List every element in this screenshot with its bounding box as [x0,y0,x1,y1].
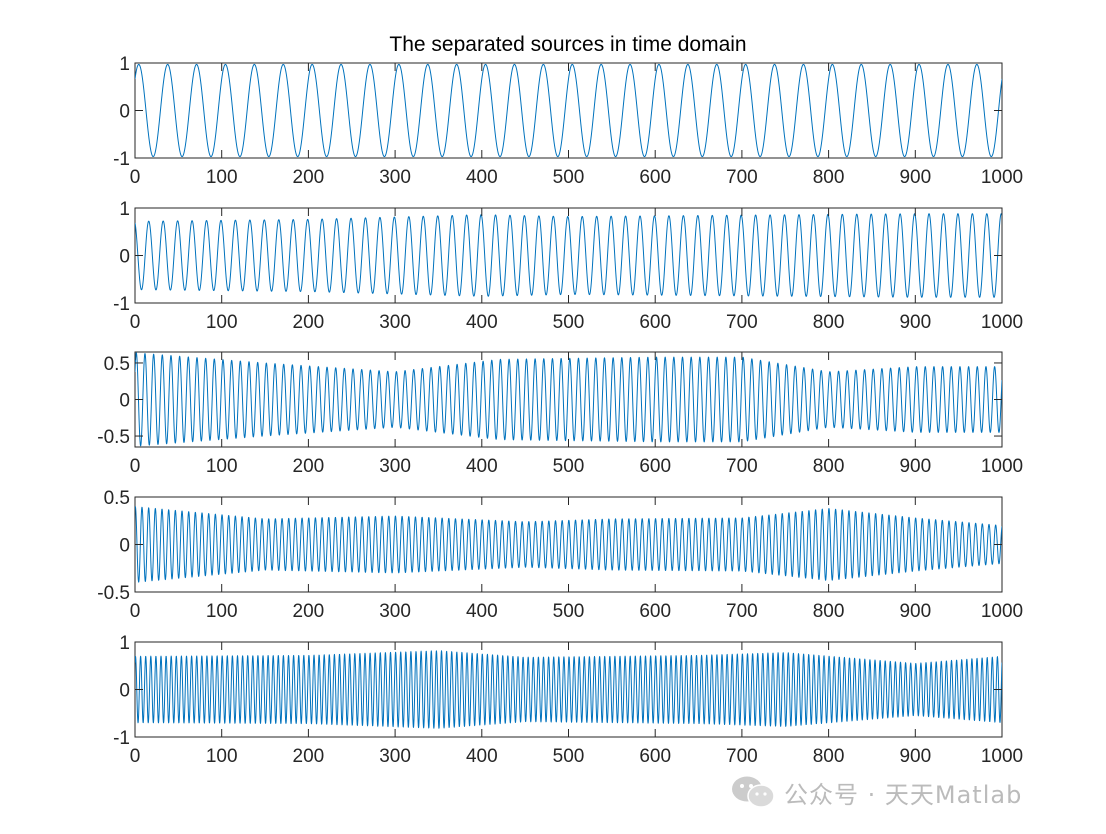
x-tick-label: 900 [899,601,931,622]
y-tick-label: 0 [119,102,130,123]
y-tick-label: -1 [113,149,130,170]
y-tick-label: 0.5 [104,354,130,375]
x-tick-label: 700 [726,167,758,188]
y-tick-label: -0.5 [97,583,130,604]
axes-box [134,496,1003,593]
x-tick-label: 600 [639,456,671,477]
wechat-icon [732,776,775,808]
x-tick-label: 300 [379,601,411,622]
x-tick-label: 300 [379,456,411,477]
x-tick-label: 800 [813,456,845,477]
x-tick-label: 500 [553,312,585,333]
x-tick-label: 0 [130,456,141,477]
series-line [135,63,1002,158]
x-tick-label: 300 [379,312,411,333]
x-tick-label: 400 [466,456,498,477]
x-tick-label: 0 [130,167,141,188]
x-tick-label: 100 [206,167,238,188]
x-tick-label: 700 [726,601,758,622]
x-tick-label: 1000 [981,456,1023,477]
y-tick-label: 1 [119,633,130,654]
y-tick-label: -1 [113,294,130,315]
series-line [135,213,1002,298]
x-tick-label: 500 [553,746,585,767]
watermark-text: 公众号 · 天天Matlab [784,780,1023,809]
x-tick-label: 200 [293,601,325,622]
x-tick-label: 200 [293,746,325,767]
x-tick-label: 500 [553,456,585,477]
subplot-5: 0 100 200 300 400 500 600 700 800 900 1000-101 [113,633,1023,767]
y-tick-label: 1 [119,54,130,75]
x-tick-label: 0 [130,312,141,333]
x-tick-label: 600 [639,746,671,767]
x-tick-label: 500 [553,167,585,188]
x-tick-label: 700 [726,456,758,477]
y-tick-label: -0.5 [97,427,130,448]
x-tick-label: 100 [206,601,238,622]
x-tick-label: 700 [726,746,758,767]
y-tick-label: 1 [119,199,130,220]
y-tick-label: 0 [119,247,130,268]
x-tick-label: 500 [553,601,585,622]
x-tick-label: 900 [899,167,931,188]
x-tick-label: 1000 [981,601,1023,622]
figure-title: The separated sources in time domain [389,33,746,56]
y-tick-label: 0.5 [104,488,130,509]
subplot-1: 0 100 200 300 400 500 600 700 800 900 1000-101 [113,54,1023,188]
x-tick-label: 400 [466,167,498,188]
x-tick-label: 400 [466,746,498,767]
x-tick-label: 1000 [981,167,1023,188]
x-tick-label: 200 [293,312,325,333]
x-tick-label: 900 [899,456,931,477]
x-tick-label: 800 [813,601,845,622]
x-tick-label: 100 [206,746,238,767]
y-tick-label: 0 [119,536,130,557]
x-tick-label: 800 [813,746,845,767]
x-tick-label: 300 [379,167,411,188]
series-line [135,650,1002,729]
y-tick-label: 0 [119,391,130,412]
x-tick-label: 900 [899,746,931,767]
x-tick-label: 100 [206,456,238,477]
x-tick-label: 900 [899,312,931,333]
subplot-3: 0 100 200 300 400 500 600 700 800 900 1000-0.500.5 [97,351,1023,477]
series-line [135,352,1002,447]
x-tick-label: 300 [379,746,411,767]
x-tick-label: 400 [466,312,498,333]
x-tick-label: 0 [130,601,141,622]
subplot-2: 0 100 200 300 400 500 600 700 800 900 1000-101 [113,199,1023,333]
x-tick-label: 700 [726,312,758,333]
subplot-4: 0 100 200 300 400 500 600 700 800 900 1000-0.500.5 [97,488,1023,622]
x-tick-label: 600 [639,167,671,188]
x-tick-label: 800 [813,312,845,333]
x-tick-label: 1000 [981,312,1023,333]
x-tick-label: 600 [639,601,671,622]
x-tick-label: 200 [293,167,325,188]
x-tick-label: 100 [206,312,238,333]
y-tick-label: 0 [119,681,130,702]
series-line [135,506,1002,583]
x-tick-label: 200 [293,456,325,477]
watermark: 公众号 · 天天Matlab [730,772,1022,812]
x-tick-label: 600 [639,312,671,333]
y-tick-label: -1 [113,728,130,749]
x-tick-label: 0 [130,746,141,767]
x-tick-label: 800 [813,167,845,188]
x-tick-label: 400 [466,601,498,622]
x-tick-label: 1000 [981,746,1023,767]
